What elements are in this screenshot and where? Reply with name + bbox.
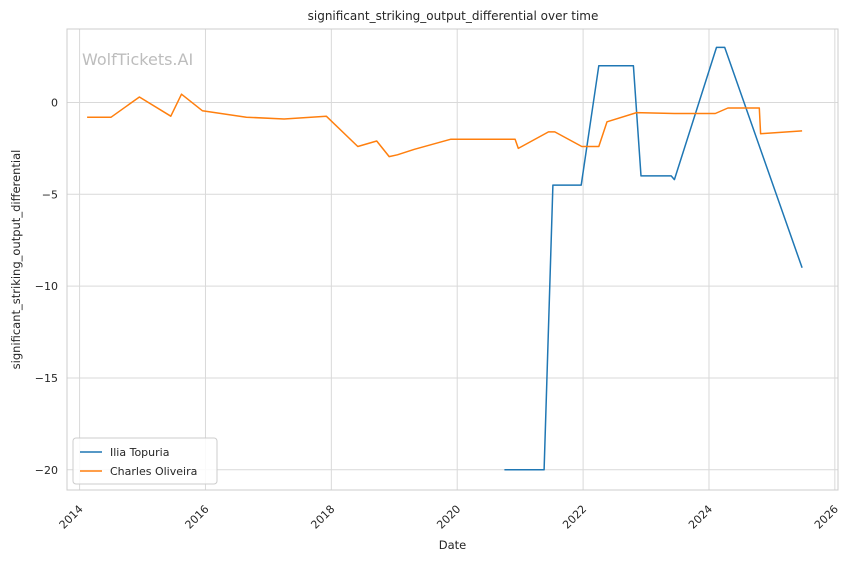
legend-label: Ilia Topuria bbox=[110, 446, 169, 459]
y-tick-label: −20 bbox=[35, 464, 58, 477]
legend-box bbox=[72, 437, 218, 485]
y-tick-label: −10 bbox=[35, 280, 58, 293]
legend-label: Charles Oliveira bbox=[110, 465, 197, 478]
x-tick-label: 2024 bbox=[686, 503, 715, 532]
plot-frame bbox=[66, 28, 839, 491]
x-axis-label: Date bbox=[439, 538, 467, 552]
x-tick-label: 2020 bbox=[434, 503, 463, 532]
series-line-0 bbox=[504, 46, 803, 471]
x-tick-label: 2014 bbox=[57, 503, 86, 532]
y-tick-label: 0 bbox=[51, 96, 58, 109]
chart-title: significant_striking_output_differential… bbox=[308, 9, 599, 23]
x-axis-ticks: 2014 2016 2018 2020 2022 2024 2026 bbox=[57, 503, 841, 532]
plot-area bbox=[66, 28, 839, 491]
x-tick-label: 2022 bbox=[560, 503, 589, 532]
y-axis-label: significant_striking_output_differential bbox=[9, 150, 23, 370]
x-tick-label: 2026 bbox=[812, 503, 841, 532]
y-tick-label: −15 bbox=[35, 372, 58, 385]
watermark: WolfTickets.AI bbox=[82, 50, 193, 69]
series-lines bbox=[87, 46, 803, 471]
y-axis-ticks: 0 −5 −10 −15 −20 bbox=[35, 96, 58, 476]
x-tick-label: 2018 bbox=[308, 503, 337, 532]
y-tick-label: −5 bbox=[42, 188, 58, 201]
plot-background bbox=[67, 29, 838, 490]
series-line-1 bbox=[87, 93, 803, 158]
x-tick-label: 2016 bbox=[183, 503, 212, 532]
legend: Ilia Topuria Charles Oliveira bbox=[72, 437, 218, 485]
